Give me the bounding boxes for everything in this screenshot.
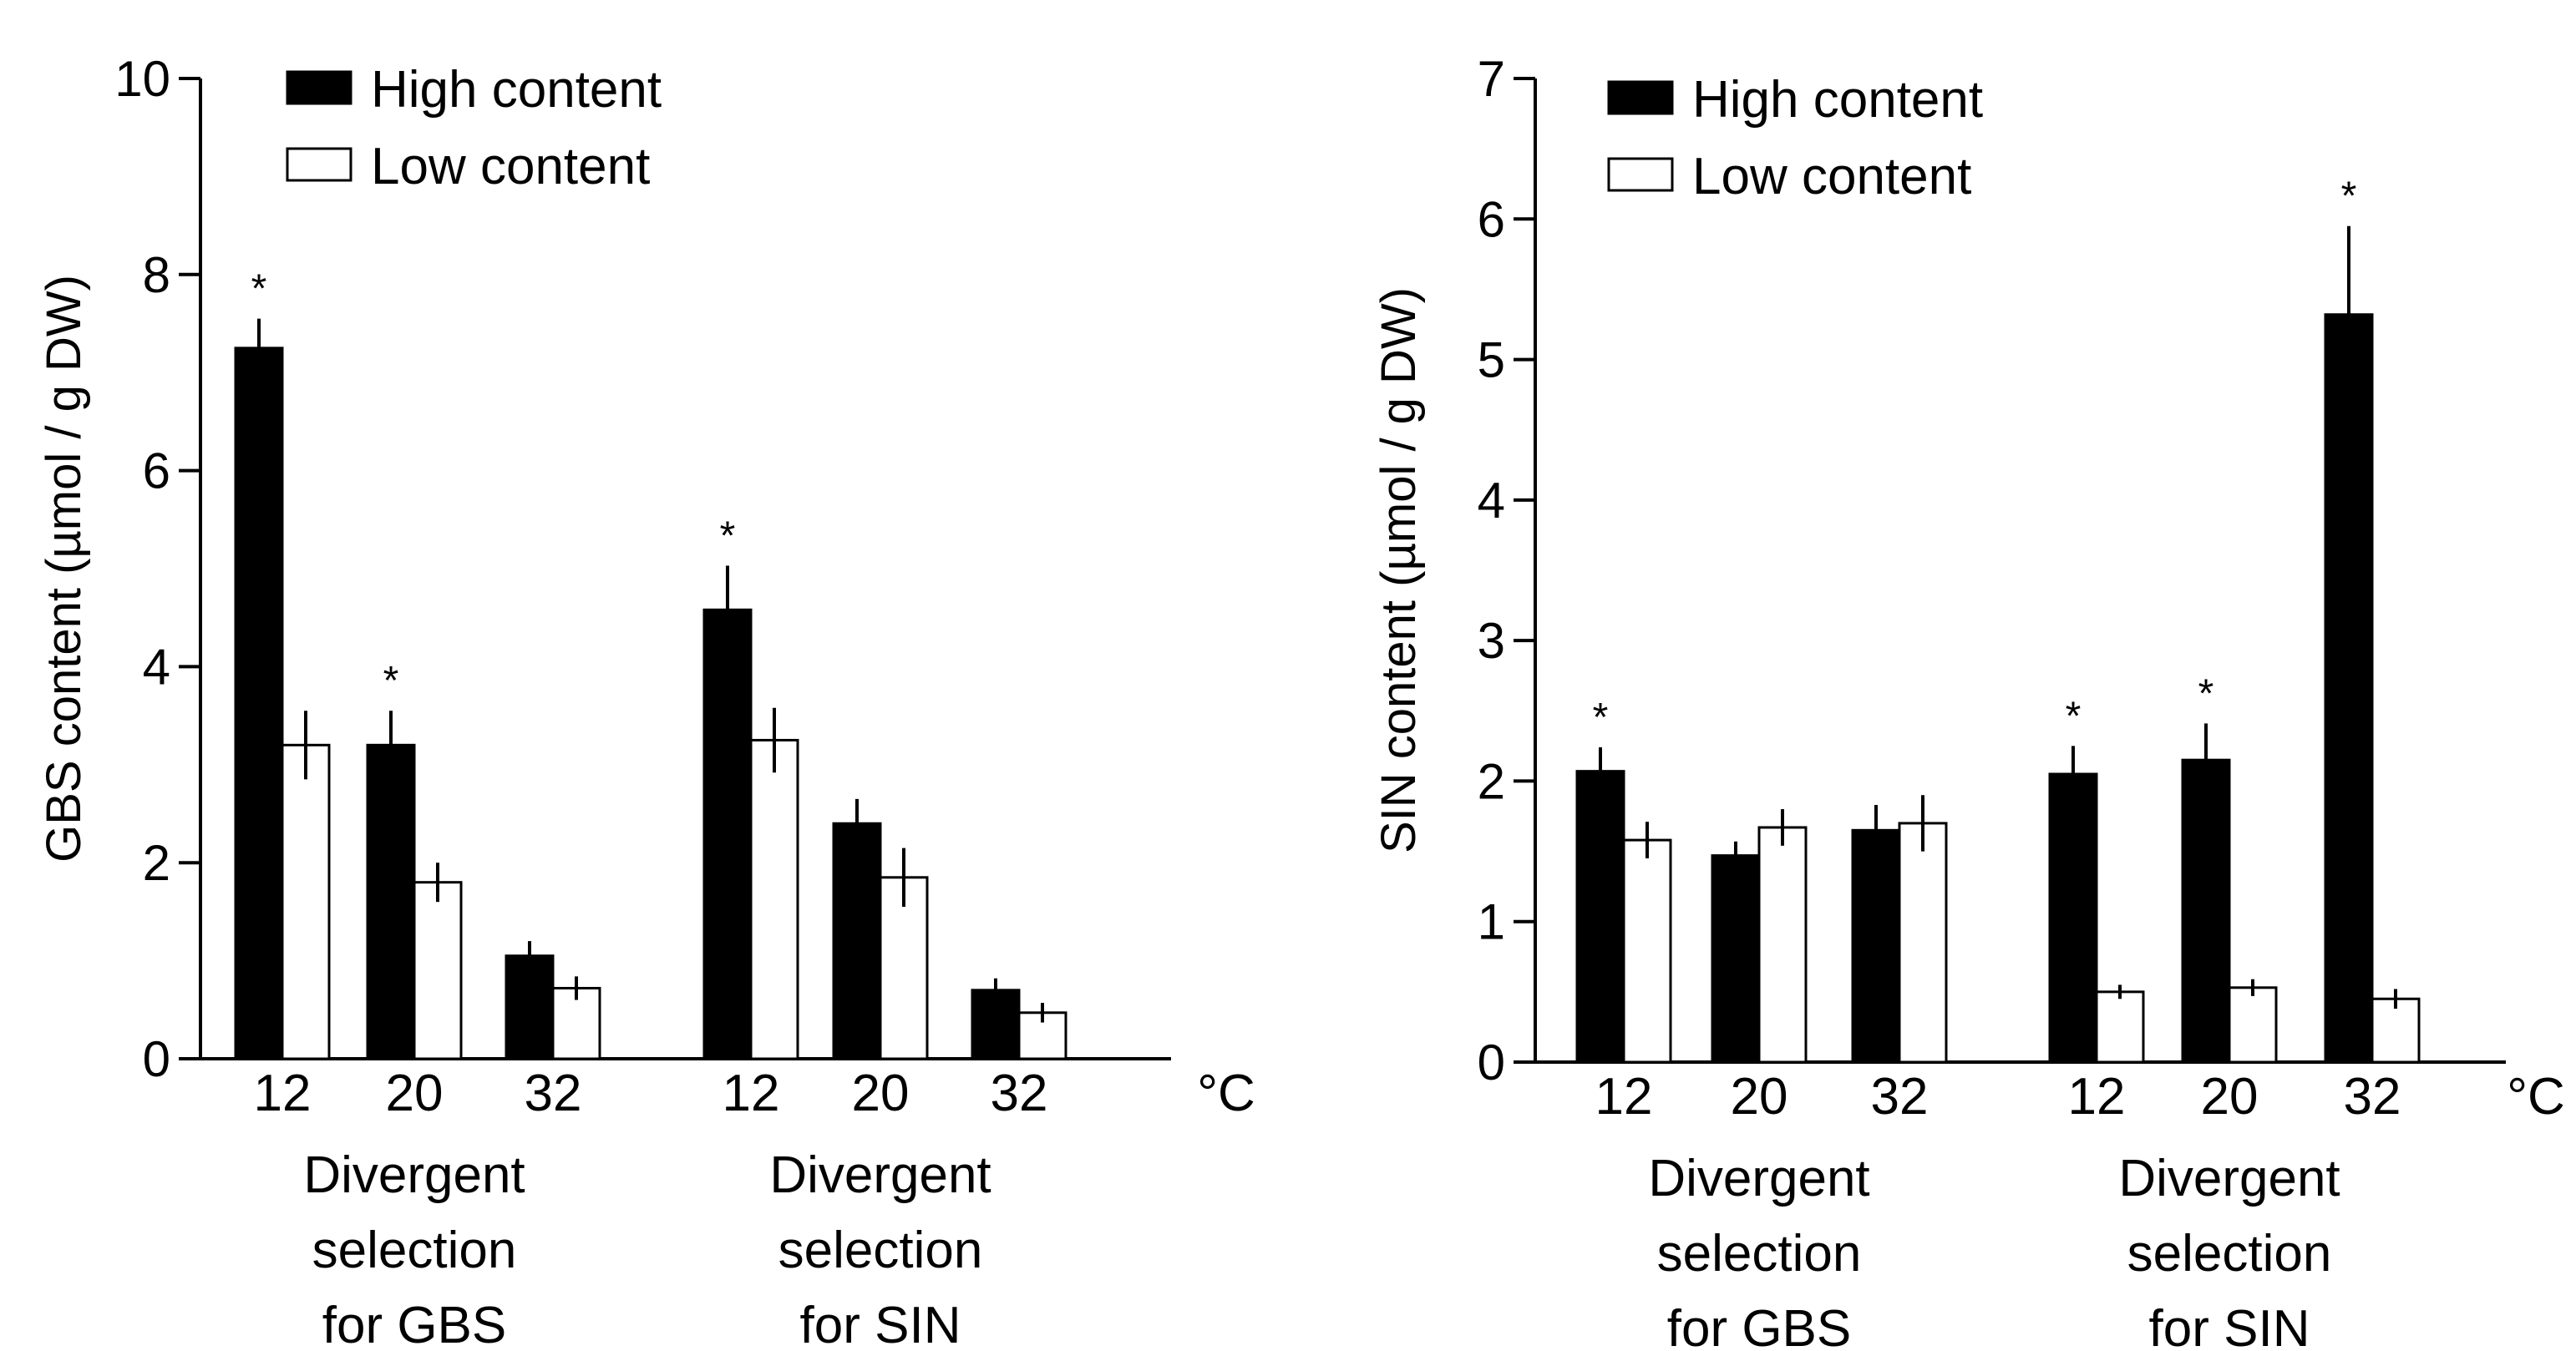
legend-label-high: High content	[1692, 71, 1983, 129]
bar-low-content	[879, 876, 929, 1060]
chart-1: 0 2 4 6 8 10 GBS content (µmol / g DW) * 12 * 20 32…	[37, 51, 1255, 1351]
group-label-line: Divergent	[303, 1146, 525, 1204]
group-label-line: selection	[1657, 1225, 1862, 1283]
x-unit-label: °C	[1197, 1065, 1255, 1122]
x-tick-label: 32	[2344, 1068, 2401, 1126]
y-tick-label: 6	[1478, 191, 1505, 247]
significance-star: *	[720, 514, 736, 558]
group-label-line: for GBS	[1667, 1300, 1852, 1351]
x-tick-label: 20	[386, 1065, 444, 1122]
x-tick-label: 12	[254, 1065, 312, 1122]
legend-swatch-high	[286, 70, 352, 105]
bar-high-content	[234, 347, 284, 1060]
y-tick-label: 10	[114, 51, 170, 107]
significance-star: *	[2066, 694, 2082, 738]
y-tick-label: 4	[1478, 473, 1505, 529]
x-unit-label: °C	[2507, 1068, 2565, 1126]
bar-low-content	[1757, 826, 1808, 1064]
group-label-line: Divergent	[769, 1146, 991, 1204]
y-tick-label: 5	[1478, 332, 1505, 388]
legend-swatch-low	[286, 147, 352, 182]
significance-star: *	[251, 267, 267, 311]
group-label-line: selection	[2127, 1225, 2332, 1283]
bar-low-content	[2371, 997, 2421, 1064]
bar-low-content	[1898, 822, 1948, 1064]
bar-high-content	[971, 989, 1021, 1060]
x-tick-label: 20	[852, 1065, 910, 1122]
bar-high-content	[1851, 828, 1901, 1064]
y-tick-label: 1	[1478, 894, 1505, 950]
bar-high-content	[505, 954, 555, 1060]
bar-high-content	[366, 743, 416, 1060]
y-axis-title: GBS content (µmol / g DW)	[37, 275, 91, 863]
bar-high-content	[1711, 854, 1761, 1064]
y-tick-label: 8	[143, 247, 170, 303]
x-tick-label: 32	[991, 1065, 1048, 1122]
y-tick-label: 4	[143, 639, 170, 695]
legend-label-low: Low content	[1692, 148, 1971, 205]
y-tick-label: 7	[1478, 51, 1505, 107]
bar-low-content	[749, 738, 799, 1060]
x-tick-label: 32	[1871, 1068, 1929, 1126]
bar-low-content	[1622, 838, 1672, 1064]
group-label-line: Divergent	[1648, 1150, 1869, 1207]
y-tick-label: 3	[1478, 613, 1505, 669]
bar-high-content	[702, 608, 753, 1060]
legend-swatch-low	[1607, 157, 1674, 192]
bar-low-content	[551, 986, 601, 1060]
legend-label-high: High content	[371, 61, 662, 119]
bar-low-content	[281, 743, 331, 1060]
bar-high-content	[832, 822, 882, 1060]
x-tick-label: 12	[723, 1065, 780, 1122]
group-label-line: Divergent	[2118, 1150, 2340, 1207]
bar-high-content	[2181, 758, 2231, 1064]
group-label-line: for SIN	[800, 1297, 961, 1351]
legend-label-low: Low content	[371, 138, 650, 195]
x-tick-label: 20	[1731, 1068, 1788, 1126]
y-tick-label: 0	[1478, 1035, 1505, 1090]
y-tick-label: 0	[143, 1031, 170, 1087]
group-label-line: selection	[312, 1222, 517, 1279]
group-label-line: for SIN	[2149, 1300, 2310, 1351]
y-tick-label: 2	[1478, 753, 1505, 809]
significance-star: *	[1593, 696, 1609, 740]
x-tick-label: 12	[2068, 1068, 2126, 1126]
bar-high-content	[2048, 772, 2098, 1064]
bar-low-content	[2095, 990, 2145, 1064]
bar-low-content	[2228, 986, 2278, 1064]
significance-star: *	[2198, 671, 2214, 716]
significance-star: *	[383, 659, 399, 703]
x-tick-label: 20	[2201, 1068, 2259, 1126]
group-label-line: selection	[778, 1222, 983, 1279]
y-tick-label: 6	[143, 443, 170, 499]
group-label-line: for GBS	[322, 1297, 507, 1351]
bar-high-content	[2324, 313, 2374, 1064]
bar-low-content	[413, 881, 463, 1060]
y-axis-title: SIN content (µmol / g DW)	[1372, 287, 1426, 853]
y-tick-label: 2	[143, 835, 170, 891]
x-tick-label: 12	[1595, 1068, 1653, 1126]
x-tick-label: 32	[525, 1065, 582, 1122]
bar-high-content	[1575, 770, 1625, 1064]
significance-star: *	[2341, 175, 2357, 219]
legend-swatch-high	[1607, 80, 1674, 115]
